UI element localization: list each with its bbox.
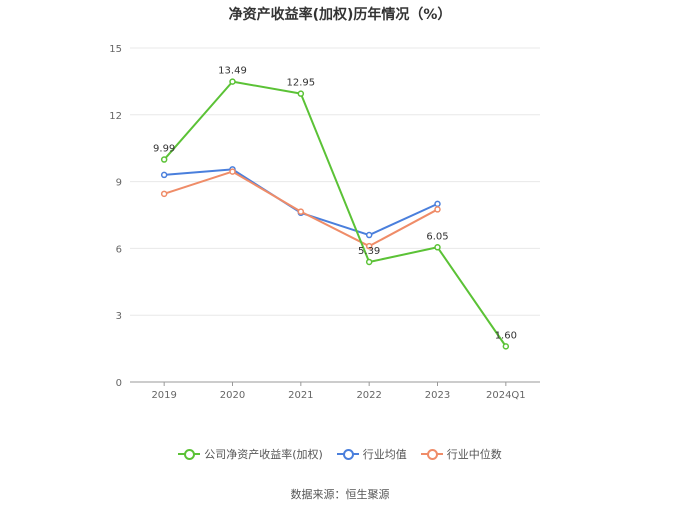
y-tick-label: 15 <box>109 44 122 55</box>
data-label: 1.60 <box>495 330 517 341</box>
legend-label: 行业均值 <box>362 448 407 461</box>
legend-item[interactable]: 行业均值 <box>336 446 407 462</box>
data-label: 9.99 <box>153 144 175 155</box>
legend-marker-icon <box>336 448 359 460</box>
data-point <box>160 190 168 198</box>
data-point <box>434 244 441 251</box>
data-label: 12.95 <box>287 78 316 89</box>
data-point <box>229 168 236 175</box>
line-chart: 0 3 6 9 12 15 2019 2020 2021 2022 2023 2024Q1 9.99 13… <box>109 44 540 401</box>
data-label: 5.39 <box>358 246 380 257</box>
data-source-note: 数据来源：恒生聚源 <box>290 488 390 501</box>
x-tick-label: 2019 <box>151 390 176 401</box>
data-point <box>502 343 510 350</box>
data-point <box>365 231 373 239</box>
data-point <box>160 171 168 179</box>
legend-label: 行业中位数 <box>446 448 502 461</box>
data-label: 13.49 <box>218 66 247 77</box>
series-line <box>163 80 507 347</box>
data-point <box>160 156 168 163</box>
legend-marker-icon <box>178 448 201 460</box>
x-tick-label: 2024Q1 <box>486 390 526 401</box>
y-tick-label: 12 <box>109 111 122 122</box>
y-tick-label: 6 <box>116 244 122 255</box>
x-tick-label: 2020 <box>220 390 245 401</box>
x-tick-label: 2021 <box>288 390 313 401</box>
data-point <box>297 90 305 97</box>
x-tick-label: 2023 <box>425 390 450 401</box>
y-tick-label: 0 <box>116 378 122 389</box>
data-point <box>434 206 441 213</box>
y-tick-label: 9 <box>116 178 122 189</box>
data-point <box>297 208 305 215</box>
legend: 公司净资产收益率(加权) 行业均值 行业中位数 <box>0 446 680 462</box>
legend-item[interactable]: 行业中位数 <box>420 446 502 462</box>
series-line <box>164 168 438 237</box>
data-point <box>365 258 373 266</box>
data-point <box>229 78 236 85</box>
legend-marker-icon <box>420 448 443 460</box>
chart-title: 净资产收益率(加权)历年情况（%） <box>228 7 452 23</box>
data-point <box>365 242 373 250</box>
data-point <box>434 200 441 208</box>
legend-label: 公司净资产收益率(加权) <box>204 448 323 461</box>
legend-item[interactable]: 公司净资产收益率(加权) <box>178 446 323 462</box>
data-label: 6.05 <box>426 231 448 242</box>
y-tick-label: 3 <box>116 311 122 322</box>
x-tick-label: 2022 <box>356 390 381 401</box>
